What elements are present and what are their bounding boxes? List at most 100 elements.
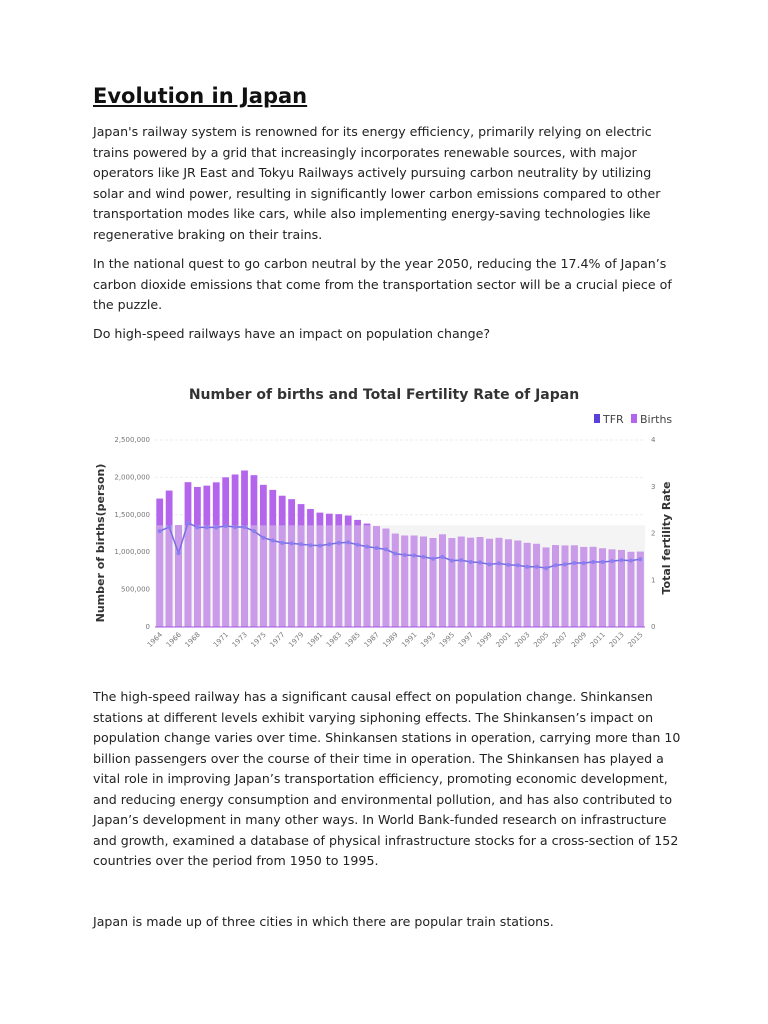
births-bar-lower xyxy=(259,525,267,627)
tfr-point xyxy=(214,525,219,530)
births-bar-lower xyxy=(335,525,343,627)
births-bar-lower xyxy=(354,525,361,627)
x-tick-label: 1989 xyxy=(381,631,399,649)
births-bar-lower xyxy=(552,545,559,627)
tfr-point xyxy=(261,535,266,540)
paragraph-line: and reducing energy consumption and envi… xyxy=(93,791,673,807)
x-tick-label: 1995 xyxy=(438,631,456,649)
paragraph-line: The high-speed railway has a significant… xyxy=(93,689,653,704)
paragraph-line: transportation modes like cars, while al… xyxy=(93,206,651,221)
births-bar-lower xyxy=(156,525,164,627)
births-bar-lower xyxy=(420,536,427,627)
tfr-line xyxy=(159,521,641,569)
tfr-point xyxy=(572,560,577,565)
tfr-point xyxy=(157,529,162,534)
births-bar-lower xyxy=(589,546,597,627)
tfr-point xyxy=(185,520,190,525)
tfr-point xyxy=(167,524,172,529)
births-bar-lower xyxy=(504,539,512,627)
x-tick-label: 1991 xyxy=(400,631,418,649)
paragraph-line: billion passengers over the course of th… xyxy=(93,750,664,766)
tfr-point xyxy=(600,560,605,565)
paragraph-line: countries over the period from 1950 to 1… xyxy=(93,853,379,868)
births-bar-lower xyxy=(523,542,531,627)
births-bar-lower xyxy=(410,535,418,627)
tfr-point xyxy=(365,544,370,549)
x-tick-label: 1977 xyxy=(268,631,286,649)
paragraph-line: In the national quest to go carbon neutr… xyxy=(93,256,667,271)
x-tick-label: 1964 xyxy=(146,630,165,649)
y-axis-label: Number of births(person) xyxy=(94,464,107,623)
births-bar-lower xyxy=(429,538,437,627)
paragraph-line: carbon dioxide emissions that come from … xyxy=(93,276,672,292)
legend-swatch-tfr xyxy=(594,414,600,423)
tfr-point xyxy=(402,553,407,558)
x-tick-label: 1971 xyxy=(212,631,230,649)
y2-tick-label: 0 xyxy=(651,623,655,631)
paragraph-line: trains powered by a grid that increasing… xyxy=(93,144,637,160)
births-bar-lower xyxy=(599,548,606,627)
births-bar-lower xyxy=(448,538,456,627)
paragraph-line: operators like JR East and Tokyu Railway… xyxy=(93,165,652,180)
tfr-point xyxy=(251,529,256,534)
legend-label-births: Births xyxy=(640,413,672,426)
tfr-point xyxy=(412,553,417,558)
paragraph: The high-speed railway has a significant… xyxy=(93,687,680,872)
tfr-point xyxy=(610,559,615,564)
paragraph: In the national quest to go carbon neutr… xyxy=(93,254,672,316)
x-tick-label: 2007 xyxy=(551,631,569,649)
births-bar-lower xyxy=(476,537,484,627)
x-tick-label: 1983 xyxy=(325,631,343,649)
births-bar-lower xyxy=(325,525,333,627)
births-bar-lower xyxy=(241,525,248,627)
y-tick-label: 1,500,000 xyxy=(114,511,150,519)
tfr-point xyxy=(562,562,567,567)
page-title: Evolution in Japan xyxy=(93,84,308,108)
tfr-point xyxy=(478,560,483,565)
births-bar-lower xyxy=(212,525,220,627)
tfr-point xyxy=(430,556,435,561)
x-tick-label: 1966 xyxy=(165,630,184,649)
y-tick-label: 500,000 xyxy=(121,586,150,594)
paragraph-line: and growth, examined a database of physi… xyxy=(93,832,679,848)
tfr-point xyxy=(619,558,624,563)
births-bar-lower xyxy=(570,545,578,627)
x-tick-label: 1987 xyxy=(363,631,381,649)
x-tick-label: 2003 xyxy=(513,631,531,649)
births-bar-lower xyxy=(373,526,380,627)
tfr-point xyxy=(195,525,200,530)
y-tick-label: 2,500,000 xyxy=(114,436,150,444)
x-tick-label: 1997 xyxy=(457,631,475,649)
births-bar-lower xyxy=(231,525,239,627)
births-bar-lower xyxy=(627,551,635,627)
tfr-point xyxy=(383,547,388,552)
y2-tick-label: 1 xyxy=(651,576,655,584)
x-tick-label: 1981 xyxy=(306,631,324,649)
tfr-point xyxy=(270,538,275,543)
births-bar-lower xyxy=(344,525,352,627)
x-tick-label: 1993 xyxy=(419,631,437,649)
tfr-point xyxy=(525,564,530,569)
y2-tick-label: 3 xyxy=(651,483,655,491)
births-bar-lower xyxy=(561,545,569,627)
paragraph: Japan's railway system is renowned for i… xyxy=(93,122,660,245)
births-bar-lower xyxy=(618,549,625,627)
births-bar-lower xyxy=(165,525,173,627)
births-bar-lower xyxy=(175,525,182,627)
tfr-point xyxy=(346,540,351,545)
y-tick-label: 0 xyxy=(146,623,150,631)
births-bar-lower xyxy=(636,551,644,627)
tfr-point xyxy=(553,563,558,568)
tfr-point xyxy=(421,554,426,559)
tfr-point xyxy=(393,551,398,556)
births-bar-lower xyxy=(457,536,465,627)
x-tick-label: 1973 xyxy=(231,631,249,649)
tfr-point xyxy=(440,554,445,559)
paragraph-line: Japan is made up of three cities in whic… xyxy=(93,914,554,929)
x-tick-label: 1985 xyxy=(344,631,362,649)
births-bar-lower xyxy=(278,525,286,627)
births-tfr-chart: Number of births and Total Fertility Rat… xyxy=(94,387,673,649)
tfr-point xyxy=(289,541,294,546)
births-bar-lower xyxy=(184,525,192,627)
tfr-point xyxy=(468,560,473,565)
